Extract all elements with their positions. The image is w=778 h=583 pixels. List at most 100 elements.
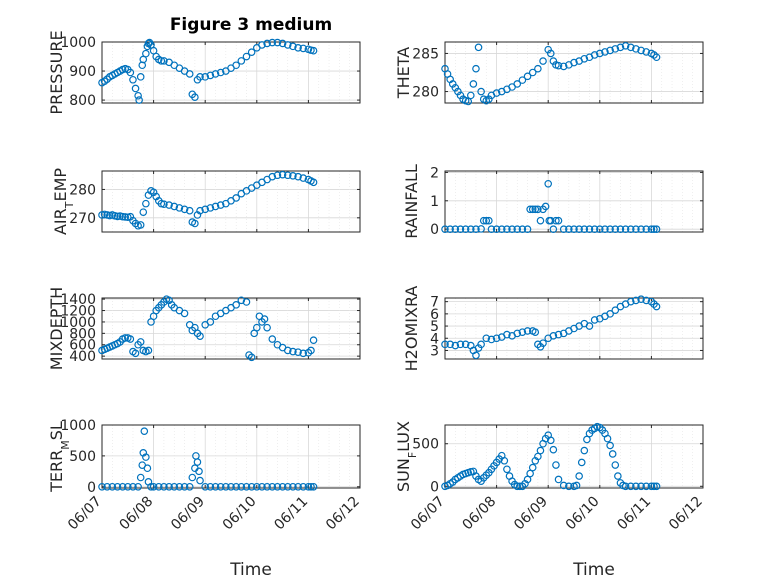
data-point [165, 201, 173, 209]
data-point [580, 446, 589, 455]
data-point [611, 461, 620, 469]
data-point [626, 225, 635, 233]
data-point [477, 340, 485, 349]
data-point [487, 225, 496, 233]
data-point [575, 225, 583, 233]
data-point [142, 453, 150, 461]
data-point [632, 296, 640, 305]
data-point [170, 482, 179, 491]
data-point [273, 38, 282, 47]
data-point [242, 298, 251, 306]
data-point [642, 296, 651, 305]
data-point [175, 482, 184, 491]
plot-area [445, 298, 703, 359]
data-point [472, 64, 480, 73]
data-point [299, 349, 308, 358]
data-point [283, 171, 292, 180]
data-point [242, 482, 251, 491]
data-point [616, 43, 625, 52]
data-point [144, 346, 153, 355]
y-tick-label: 600 [69, 338, 96, 354]
data-point [472, 351, 480, 360]
data-point [626, 482, 635, 491]
data-point [451, 225, 460, 233]
data-point [614, 472, 622, 480]
data-point [518, 225, 527, 233]
data-point [626, 297, 635, 306]
data-point [299, 482, 308, 491]
data-point [456, 225, 465, 233]
data-point [534, 205, 542, 214]
data-point [621, 482, 630, 491]
data-point [191, 219, 199, 228]
x-axis-label-left: Time [229, 560, 272, 580]
data-point [585, 322, 594, 330]
data-point [309, 482, 318, 491]
data-point [157, 57, 166, 65]
data-point [650, 225, 658, 233]
x-tick-label: 06/09 [511, 494, 551, 534]
data-point [278, 170, 287, 179]
data-point [188, 473, 197, 482]
data-point [278, 482, 287, 491]
data-point [121, 213, 130, 221]
y-tick-label: 800 [69, 326, 96, 342]
data-point [140, 427, 149, 435]
data-point [580, 225, 589, 233]
subplot-rainfall: 0 1 2 RAINFALL [402, 164, 704, 239]
data-point [549, 445, 558, 454]
data-point [237, 482, 246, 491]
data-point [263, 482, 271, 491]
axes-box [101, 41, 361, 104]
data-point [647, 225, 656, 233]
data-point [637, 482, 645, 491]
data-point [113, 212, 122, 221]
data-point [129, 75, 137, 84]
data-point [464, 97, 473, 106]
data-point [143, 464, 152, 473]
x-tick-label: 06/12 [666, 494, 706, 534]
data-point [559, 225, 568, 233]
subplot-sun-flux: 06/07 06/08 06/09 06/10 06/11 06/12 0 500SUNFLU… [394, 421, 706, 533]
data-point [632, 225, 640, 233]
y-axis-label: SUNFLUX [394, 421, 419, 492]
data-point [554, 61, 563, 70]
figure-title: Figure 3 medium [170, 15, 332, 35]
data-point [539, 339, 547, 347]
data-point [118, 212, 127, 221]
data-point [136, 221, 145, 229]
data-point [534, 64, 542, 73]
data-point [523, 72, 532, 81]
data-point [252, 323, 261, 332]
data-point [606, 441, 614, 450]
y-tick-label: 0 [87, 480, 96, 496]
data-point [211, 482, 220, 491]
data-point [180, 205, 189, 214]
data-point [580, 54, 589, 63]
data-point [546, 436, 555, 445]
data-point [211, 70, 220, 78]
y-tick-label: 400 [69, 349, 96, 365]
data-point [472, 225, 480, 233]
data-point [492, 334, 501, 343]
data-point [595, 225, 604, 233]
y-axis-label: RAINFALL [402, 164, 421, 239]
data-point [518, 328, 527, 336]
data-point [258, 482, 266, 491]
data-point [541, 202, 550, 211]
data-point [500, 456, 509, 465]
data-point [118, 482, 127, 491]
data-point [652, 53, 661, 62]
data-point [570, 58, 578, 67]
data-point [474, 43, 483, 52]
data-point [121, 334, 130, 342]
data-point [294, 44, 302, 52]
plot-area [445, 42, 703, 103]
data-point [508, 225, 516, 233]
data-point [546, 216, 555, 225]
data-point [611, 225, 620, 233]
